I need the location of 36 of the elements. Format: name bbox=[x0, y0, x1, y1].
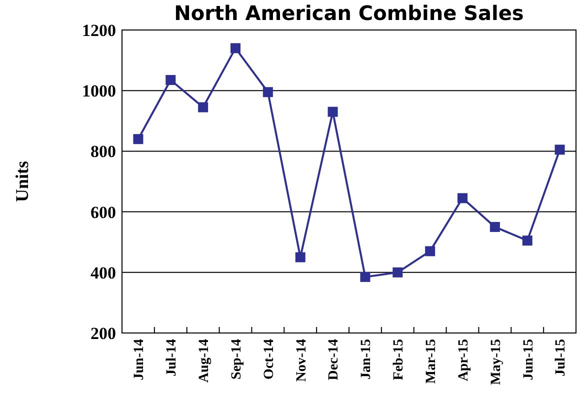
x-tick-label: Oct-14 bbox=[262, 339, 277, 380]
point bbox=[230, 43, 240, 54]
point bbox=[133, 134, 144, 144]
point bbox=[328, 106, 338, 117]
point bbox=[458, 193, 468, 204]
x-tick-label: Jul-14 bbox=[164, 339, 180, 376]
x-tick-label: Jan-15 bbox=[359, 339, 374, 380]
y-tick-label: 1000 bbox=[82, 82, 116, 101]
chart-title: North American Combine Sales bbox=[174, 1, 524, 25]
x-tick-label: Jun-14 bbox=[132, 339, 148, 380]
point bbox=[392, 267, 403, 278]
y-tick-label: 200 bbox=[90, 324, 116, 343]
x-tick-label: Dec-14 bbox=[326, 339, 342, 380]
point bbox=[198, 102, 208, 112]
y-tick-label: 1200 bbox=[82, 20, 116, 40]
point bbox=[490, 222, 500, 232]
point bbox=[262, 87, 273, 98]
point bbox=[295, 252, 306, 262]
x-tick-label: Nov-14 bbox=[294, 339, 310, 382]
y-tick-label: 600 bbox=[90, 202, 116, 222]
x-tick-label: Aug-14 bbox=[196, 339, 212, 383]
point bbox=[166, 74, 176, 85]
x-tick-label: May-15 bbox=[488, 339, 504, 385]
x-tick-label: Mar-15 bbox=[424, 339, 439, 384]
y-tick-label: 800 bbox=[90, 142, 116, 162]
x-tick-label: Jun-15 bbox=[521, 339, 536, 380]
point bbox=[554, 144, 565, 155]
x-tick-label: Jul-15 bbox=[554, 339, 569, 376]
point bbox=[360, 272, 370, 282]
x-tick-label: Feb-15 bbox=[392, 339, 407, 380]
point bbox=[522, 236, 532, 246]
x-tick-label: Sep-14 bbox=[229, 339, 244, 380]
y-axis-title: Units bbox=[12, 160, 32, 202]
y-tick-label: 400 bbox=[90, 263, 116, 282]
point bbox=[425, 246, 436, 256]
x-tick-label: Apr-15 bbox=[456, 339, 472, 382]
